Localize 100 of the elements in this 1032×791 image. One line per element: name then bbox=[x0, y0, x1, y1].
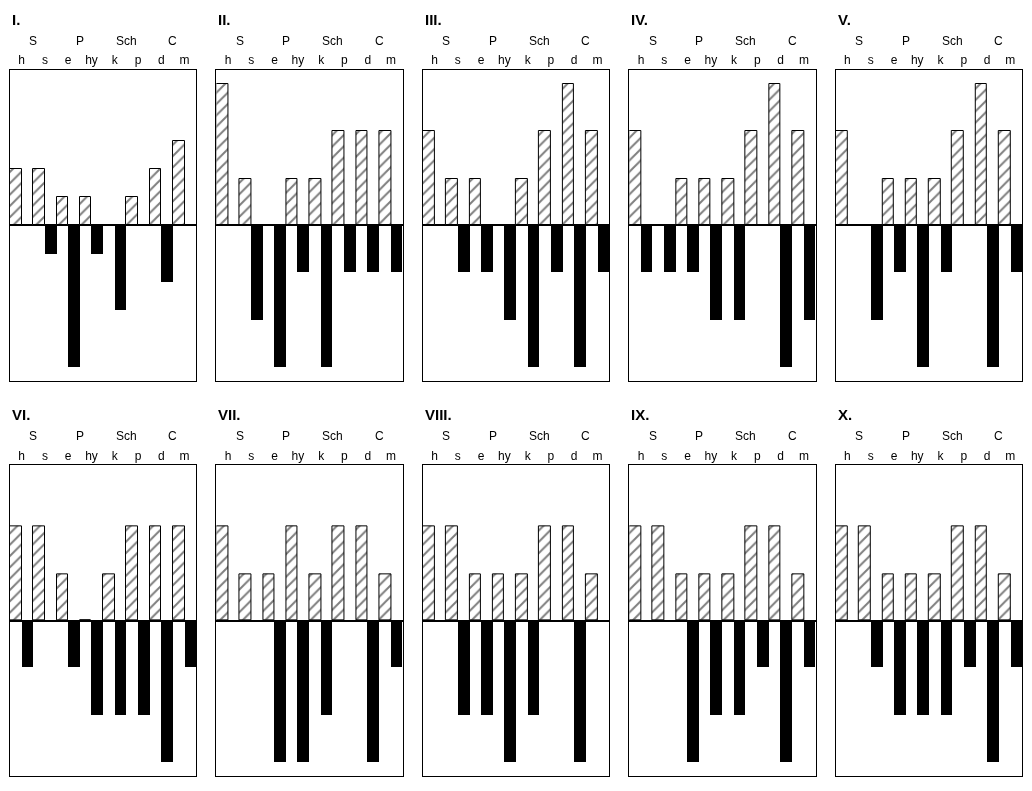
text: P bbox=[76, 34, 85, 48]
x-tick-label: e bbox=[684, 53, 692, 68]
x-tick-label: e bbox=[271, 53, 279, 68]
text: S bbox=[649, 34, 658, 48]
x-tick-label: hy bbox=[910, 53, 924, 68]
x-tick-label: m bbox=[592, 448, 603, 463]
chart-title: II. bbox=[218, 11, 231, 28]
x-tick-label: hy bbox=[291, 53, 305, 68]
text: Sch bbox=[529, 429, 550, 443]
x-tick-label: h bbox=[431, 448, 438, 463]
x-tick-label: k bbox=[731, 53, 739, 68]
text: Sch bbox=[529, 34, 550, 48]
chart-title: III. bbox=[425, 11, 442, 28]
x-tick-label: m bbox=[592, 53, 603, 68]
x-tick-label: s bbox=[41, 448, 48, 463]
x-tick-label: m bbox=[1005, 53, 1016, 68]
x-tick-label: h bbox=[844, 53, 851, 68]
x-tick-label: s bbox=[867, 53, 874, 68]
text: P bbox=[489, 429, 498, 443]
x-tick-label: s bbox=[661, 448, 668, 463]
x-tick-label: hy bbox=[498, 53, 511, 68]
x-tick-label: hy bbox=[704, 53, 718, 68]
x-tick-label: k bbox=[731, 448, 739, 463]
text: P bbox=[902, 34, 911, 48]
text: C bbox=[581, 429, 590, 443]
x-tick-label: h bbox=[844, 448, 851, 463]
x-tick-label: s bbox=[867, 448, 874, 463]
text: S bbox=[442, 429, 451, 443]
x-tick-label: d bbox=[570, 53, 578, 68]
x-tick-label: m bbox=[386, 53, 397, 68]
x-tick-label: s bbox=[661, 53, 668, 68]
x-tick-label: k bbox=[524, 448, 532, 463]
x-tick-label: k bbox=[937, 448, 945, 463]
text: Sch bbox=[735, 429, 756, 443]
chart-title: I. bbox=[12, 11, 21, 28]
x-tick-label: s bbox=[248, 53, 255, 68]
text: P bbox=[76, 429, 85, 443]
text: C bbox=[994, 34, 1003, 48]
chart-title: X. bbox=[838, 406, 853, 423]
x-tick-label: m bbox=[179, 448, 190, 463]
chart-title: IV. bbox=[631, 11, 648, 28]
text: P bbox=[695, 34, 704, 48]
x-tick-label: m bbox=[798, 448, 809, 463]
text: C bbox=[168, 429, 177, 443]
x-tick-label: m bbox=[798, 53, 809, 68]
x-tick-label: h bbox=[224, 448, 232, 463]
x-tick-label: e bbox=[64, 448, 72, 463]
x-tick-label: k bbox=[937, 53, 945, 68]
x-tick-label: hy bbox=[291, 448, 305, 463]
x-tick-label: h bbox=[224, 53, 232, 68]
x-tick-label: e bbox=[684, 448, 692, 463]
x-tick-label: p bbox=[134, 448, 142, 463]
text: P bbox=[902, 429, 911, 443]
text: C bbox=[168, 34, 177, 48]
x-tick-label: s bbox=[248, 448, 255, 463]
text: Sch bbox=[942, 34, 963, 48]
x-tick-label: s bbox=[41, 53, 48, 68]
x-tick-label: s bbox=[454, 53, 461, 68]
x-tick-label: k bbox=[524, 53, 532, 68]
text: P bbox=[695, 429, 704, 443]
text: P bbox=[282, 429, 291, 443]
x-tick-label: p bbox=[960, 448, 968, 463]
x-tick-label: h bbox=[18, 53, 25, 68]
x-tick-label: p bbox=[547, 53, 555, 68]
x-tick-label: p bbox=[754, 448, 762, 463]
x-tick-label: p bbox=[960, 53, 968, 68]
x-tick-label: e bbox=[477, 448, 485, 463]
x-tick-label: hy bbox=[498, 448, 511, 463]
x-tick-label: d bbox=[570, 448, 578, 463]
x-tick-label: hy bbox=[85, 53, 98, 68]
x-tick-label: k bbox=[111, 53, 119, 68]
text: Sch bbox=[735, 34, 756, 48]
x-tick-label: h bbox=[18, 448, 25, 463]
x-tick-label: d bbox=[983, 448, 991, 463]
x-tick-label: e bbox=[477, 53, 485, 68]
x-tick-label: hy bbox=[704, 448, 718, 463]
text: Sch bbox=[116, 429, 137, 443]
text: Sch bbox=[322, 429, 343, 443]
x-tick-label: h bbox=[637, 448, 645, 463]
text: Sch bbox=[116, 34, 137, 48]
x-tick-label: p bbox=[134, 53, 142, 68]
x-tick-label: e bbox=[64, 53, 72, 68]
x-tick-label: d bbox=[364, 448, 372, 463]
x-tick-label: d bbox=[157, 53, 165, 68]
chart-title: VI. bbox=[12, 406, 31, 423]
x-tick-label: d bbox=[777, 53, 784, 68]
text: S bbox=[29, 34, 38, 48]
text: S bbox=[442, 34, 451, 48]
text: S bbox=[236, 429, 245, 443]
x-tick-label: p bbox=[341, 448, 349, 463]
x-tick-label: h bbox=[431, 53, 438, 68]
chart-title: VIII. bbox=[425, 406, 452, 423]
x-tick-label: m bbox=[1005, 448, 1016, 463]
x-tick-label: d bbox=[983, 53, 991, 68]
text: Sch bbox=[942, 429, 963, 443]
x-tick-label: k bbox=[318, 448, 326, 463]
x-tick-label: e bbox=[890, 448, 898, 463]
text: Sch bbox=[322, 34, 343, 48]
text: P bbox=[489, 34, 498, 48]
text: S bbox=[236, 34, 245, 48]
